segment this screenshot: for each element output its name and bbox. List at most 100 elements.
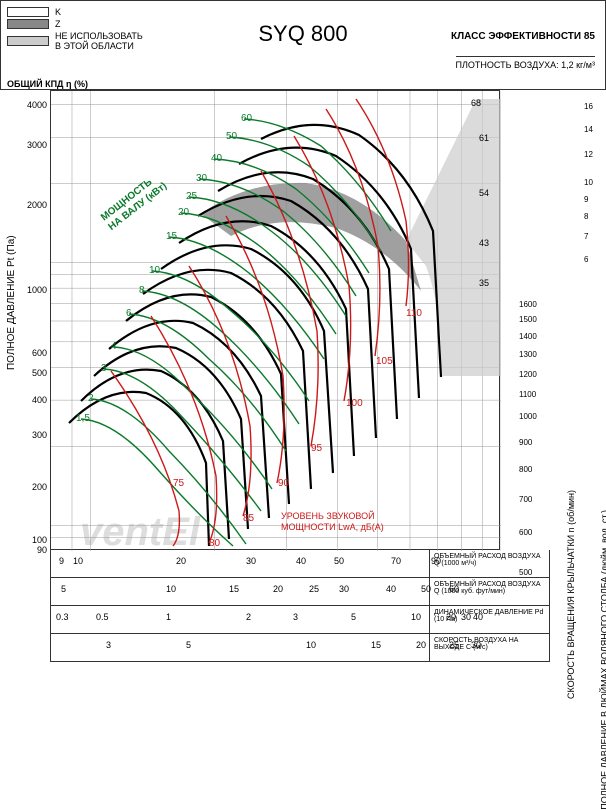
x-tick: 15 [371, 640, 381, 650]
y-label-inwc: ПОЛНОЕ ДАВЛЕНИЕ В ДЮЙМАХ ВОДЯНОГО СТОЛБА… [600, 510, 606, 810]
svg-text:35: 35 [479, 278, 489, 288]
rpm-tick: 1300 [519, 350, 537, 359]
x-tick: 50 [334, 556, 344, 566]
chart-svg: 6050403025201510864321,51101051009590858… [51, 91, 501, 551]
svg-text:15: 15 [166, 231, 178, 242]
rpm-tick: 700 [519, 495, 532, 504]
x-tick: 5 [186, 640, 191, 650]
svg-text:95: 95 [311, 443, 323, 454]
y-label-pressure: ПОЛНОЕ ДАВЛЕНИЕ Pt (Па) [6, 235, 17, 370]
svg-text:30: 30 [196, 173, 208, 184]
svg-text:60: 60 [241, 113, 253, 124]
y-tick: 400 [32, 395, 47, 405]
y-tick: 300 [32, 430, 47, 440]
x-axis-label: ОБЪЕМНЫЙ РАСХОД ВОЗДУХА Q (1000 м³/ч) [429, 550, 549, 577]
fan-performance-chart: K Z НЕ ИСПОЛЬЗОВАТЬ В ЭТОЙ ОБЛАСТИ SYQ 8… [0, 0, 606, 722]
x-tick: 3 [293, 612, 298, 622]
svg-text:40: 40 [211, 153, 223, 164]
rpm-tick: 800 [519, 465, 532, 474]
rpm-tick: 900 [519, 438, 532, 447]
inwc-tick: 7 [584, 232, 588, 241]
x-tick: 70 [391, 556, 401, 566]
legend: K Z НЕ ИСПОЛЬЗОВАТЬ В ЭТОЙ ОБЛАСТИ [7, 7, 177, 53]
y-tick: 1000 [27, 285, 47, 295]
x-tick: 10 [166, 584, 176, 594]
y-tick: 200 [32, 482, 47, 492]
x-tick: 5 [61, 584, 66, 594]
svg-text:80: 80 [209, 538, 221, 549]
rpm-tick: 1400 [519, 332, 537, 341]
svg-text:43: 43 [479, 238, 489, 248]
rpm-tick: 1600 [519, 300, 537, 309]
legend-nouse: НЕ ИСПОЛЬЗОВАТЬ В ЭТОЙ ОБЛАСТИ [7, 31, 177, 51]
svg-text:20: 20 [178, 207, 190, 218]
x-tick: 3 [106, 640, 111, 650]
rpm-tick: 1200 [519, 370, 537, 379]
svg-text:61: 61 [479, 133, 489, 143]
x-tick: 25 [309, 584, 319, 594]
x-axis-row: 0.30.5123510203040ДИНАМИЧЕСКОЕ ДАВЛЕНИЕ … [50, 606, 550, 634]
svg-text:4: 4 [111, 341, 117, 352]
svg-text:75: 75 [173, 478, 185, 489]
swatch-no [7, 36, 49, 46]
y-axis-rpm: СКОРОСТЬ ВРАЩЕНИЯ КРЫЛЬЧАТКИ n (об/мин) … [516, 90, 556, 550]
x-tick: 9 [59, 556, 64, 566]
inwc-tick: 12 [584, 150, 593, 159]
x-tick: 0.3 [56, 612, 69, 622]
x-tick: 40 [473, 612, 483, 622]
x-tick: 30 [339, 584, 349, 594]
x-tick: 10 [306, 640, 316, 650]
swatch-z [7, 19, 49, 29]
x-tick: 2 [246, 612, 251, 622]
x-tick: 20 [176, 556, 186, 566]
x-axis-label: СКОРОСТЬ ВОЗДУХА НА ВЫХОДЕ С (м/с) [429, 634, 549, 661]
kpd-label: ОБЩИЙ КПД η (%) [7, 79, 88, 89]
chart-header: K Z НЕ ИСПОЛЬЗОВАТЬ В ЭТОЙ ОБЛАСТИ SYQ 8… [0, 0, 606, 90]
svg-text:85: 85 [243, 513, 255, 524]
svg-text:50: 50 [226, 131, 238, 142]
efficiency-class: КЛАСС ЭФФЕКТИВНОСТИ 85 [451, 31, 595, 42]
legend-nouse-label: НЕ ИСПОЛЬЗОВАТЬ В ЭТОЙ ОБЛАСТИ [55, 31, 143, 51]
inwc-tick: 10 [584, 178, 593, 187]
svg-text:110: 110 [406, 308, 422, 319]
svg-text:1,5: 1,5 [76, 413, 90, 424]
y-tick: 90 [37, 545, 47, 555]
x-axis-row: 5 10 15 20 25 30 40 50 60ОБЪЕМНЫЙ РАСХОД ВОЗДУХА… [50, 578, 550, 606]
x-tick: 15 [229, 584, 239, 594]
legend-z-label: Z [55, 19, 61, 29]
svg-text:2: 2 [88, 393, 94, 404]
air-density: ПЛОТНОСТЬ ВОЗДУХА: 1,2 кг/м³ [456, 56, 595, 70]
y-tick: 500 [32, 368, 47, 378]
x-tick: 10 [411, 612, 421, 622]
y-tick: 3000 [27, 140, 47, 150]
x-tick: 20 [446, 612, 456, 622]
x-tick: 5 [351, 612, 356, 622]
x-axis-row: 910203040507090ОБЪЕМНЫЙ РАСХОД ВОЗДУХА Q… [50, 550, 550, 578]
svg-text:МОЩНОСТИ LwA, дБ(A): МОЩНОСТИ LwA, дБ(A) [281, 522, 384, 532]
x-tick: 60 [449, 584, 459, 594]
x-axes-group: 910203040507090ОБЪЕМНЫЙ РАСХОД ВОЗДУХА Q… [50, 550, 550, 662]
legend-z: Z [7, 19, 177, 29]
x-tick: 30 [461, 612, 471, 622]
x-tick: 20 [273, 584, 283, 594]
svg-text:100: 100 [346, 398, 363, 409]
rpm-tick: 1500 [519, 315, 537, 324]
x-axis-label: ОБЪЕМНЫЙ РАСХОД ВОЗДУХА Q (1000 куб. фут… [429, 578, 549, 605]
inwc-tick: 6 [584, 255, 588, 264]
inwc-tick: 14 [584, 125, 593, 134]
inwc-tick: 8 [584, 212, 588, 221]
x-tick: 50 [421, 584, 431, 594]
y-tick: 2000 [27, 200, 47, 210]
x-tick: 30 [246, 556, 256, 566]
svg-text:25: 25 [186, 191, 198, 202]
x-tick: 0.5 [96, 612, 109, 622]
y-tick: 600 [32, 348, 47, 358]
y-tick: 4000 [27, 100, 47, 110]
rpm-tick: 1000 [519, 412, 537, 421]
svg-text:54: 54 [479, 188, 489, 198]
x-tick: 40 [386, 584, 396, 594]
swatch-k [7, 7, 49, 17]
svg-text:УРОВЕНЬ ЗВУКОВОЙ: УРОВЕНЬ ЗВУКОВОЙ [281, 510, 375, 521]
svg-text:105: 105 [376, 356, 393, 367]
legend-k-label: K [55, 7, 61, 17]
